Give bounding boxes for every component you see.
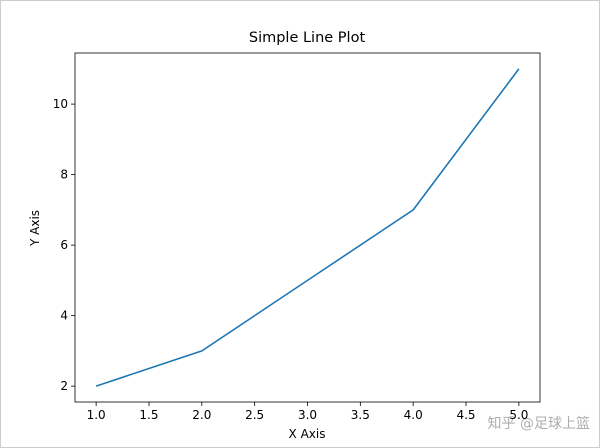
x-tick-label: 1.5 (139, 408, 158, 422)
x-tick-label: 4.5 (456, 408, 475, 422)
x-tick-label: 3.0 (298, 408, 317, 422)
x-tick-label: 3.5 (351, 408, 370, 422)
y-tick-label: 6 (60, 238, 68, 252)
y-tick-label: 2 (60, 379, 68, 393)
y-tick-label: 4 (60, 309, 68, 323)
y-tick-label: 10 (53, 97, 68, 111)
x-tick-label: 2.5 (245, 408, 264, 422)
x-tick-label: 5.0 (509, 408, 528, 422)
y-axis-label: Y Axis (28, 210, 42, 247)
x-tick-label: 4.0 (404, 408, 423, 422)
x-tick-label: 1.0 (87, 408, 106, 422)
data-line (95, 68, 520, 387)
x-tick-label: 2.0 (192, 408, 211, 422)
y-tick-label: 8 (60, 168, 68, 182)
watermark: 知乎 @足球上篮 (488, 415, 590, 432)
plot-frame (74, 52, 541, 403)
chart-title: Simple Line Plot (249, 30, 366, 46)
x-axis-label: X Axis (289, 427, 326, 441)
